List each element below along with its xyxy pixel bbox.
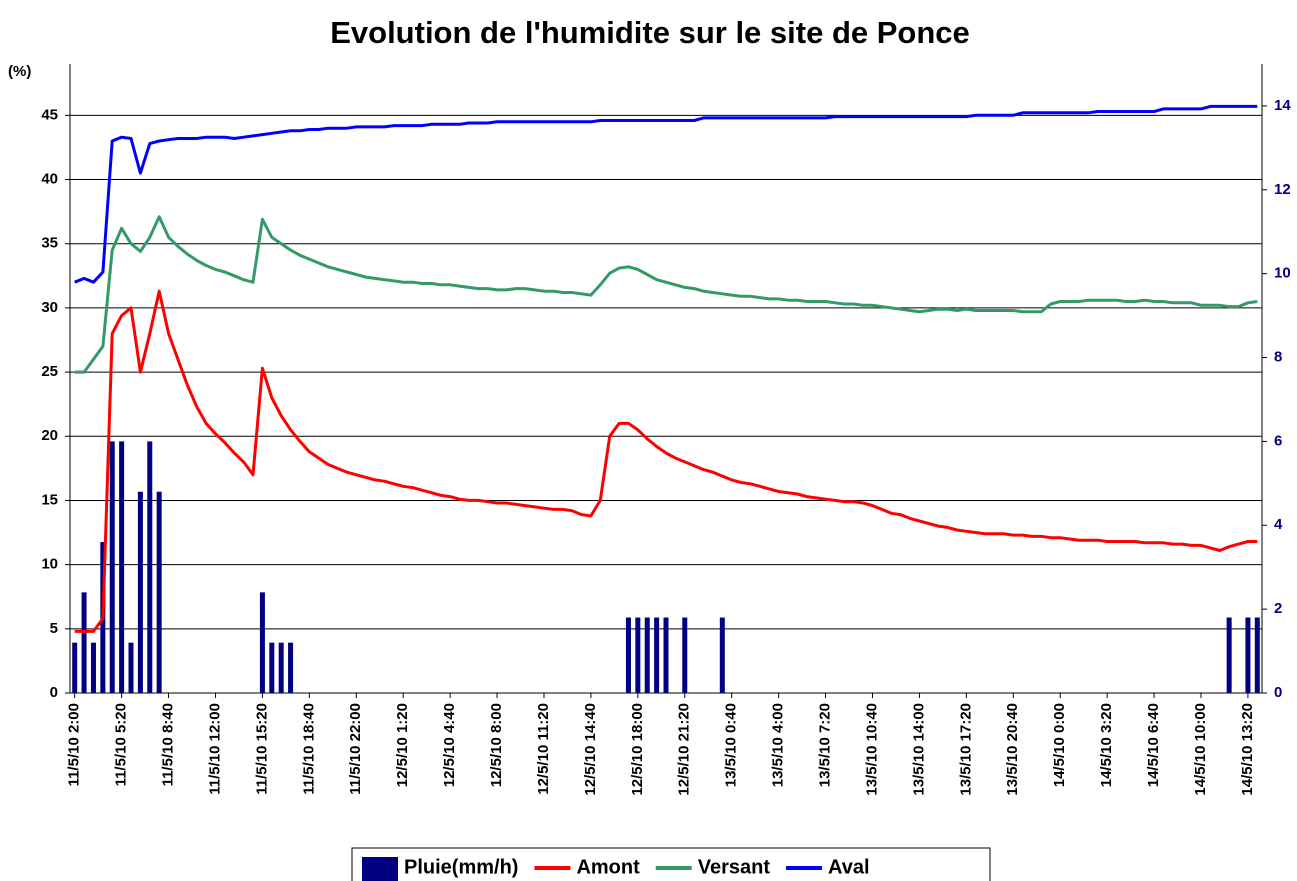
x-tick-label: 12/5/10 11:20 bbox=[535, 703, 552, 795]
x-tick-label: 14/5/10 10:00 bbox=[1192, 703, 1209, 796]
x-tick-label: 11/5/10 12:00 bbox=[206, 703, 223, 795]
y-axis-label: (%) bbox=[8, 63, 31, 80]
legend-label: Versant bbox=[698, 856, 771, 878]
bar bbox=[259, 592, 265, 693]
legend-swatch bbox=[362, 857, 398, 881]
y2-tick-label: 6 bbox=[1274, 432, 1282, 449]
y-tick-label: 45 bbox=[41, 106, 58, 123]
line-series bbox=[74, 104, 1258, 284]
y2-tick-label: 8 bbox=[1274, 349, 1282, 366]
bar bbox=[682, 617, 688, 693]
bar bbox=[663, 617, 669, 693]
y-tick-label: 40 bbox=[41, 170, 58, 187]
x-tick-label: 11/5/10 8:40 bbox=[160, 703, 177, 786]
y2-tick-label: 4 bbox=[1274, 516, 1283, 533]
y-tick-label: 30 bbox=[41, 299, 58, 316]
y-tick-label: 20 bbox=[41, 427, 58, 444]
y2-tick-label: 12 bbox=[1274, 181, 1291, 198]
legend-box bbox=[351, 847, 991, 881]
x-tick-label: 13/5/10 14:00 bbox=[910, 703, 927, 796]
y2-tick-label: 14 bbox=[1274, 97, 1291, 114]
bar bbox=[269, 642, 275, 693]
bar bbox=[625, 617, 631, 693]
bar bbox=[81, 592, 87, 693]
x-tick-label: 14/5/10 0:00 bbox=[1051, 703, 1068, 787]
x-tick-label: 13/5/10 7:20 bbox=[817, 703, 834, 787]
x-tick-label: 12/5/10 18:00 bbox=[629, 703, 646, 796]
bar bbox=[147, 441, 153, 693]
x-tick-label: 11/5/10 2:00 bbox=[66, 703, 83, 786]
bar bbox=[90, 642, 96, 693]
x-tick-label: 12/5/10 21:20 bbox=[676, 703, 693, 796]
bar bbox=[137, 491, 143, 693]
line-series bbox=[74, 215, 1258, 374]
line-series bbox=[74, 289, 1258, 633]
legend-label: Aval bbox=[828, 856, 870, 878]
x-tick-label: 14/5/10 13:20 bbox=[1239, 703, 1256, 796]
x-tick-label: 14/5/10 3:20 bbox=[1098, 703, 1115, 787]
bar bbox=[644, 617, 650, 693]
bar bbox=[288, 642, 294, 693]
y2-tick-label: 2 bbox=[1274, 600, 1282, 617]
y2-tick-label: 0 bbox=[1274, 684, 1282, 701]
x-tick-label: 13/5/10 20:40 bbox=[1004, 703, 1021, 796]
bar bbox=[278, 642, 284, 693]
x-tick-label: 11/5/10 15:20 bbox=[253, 703, 270, 795]
y-tick-label: 0 bbox=[50, 684, 58, 701]
chart-title: Evolution de l'humidite sur le site de P… bbox=[330, 15, 970, 50]
x-tick-label: 12/5/10 14:40 bbox=[582, 703, 599, 796]
bar bbox=[72, 642, 78, 693]
y-tick-label: 35 bbox=[41, 235, 58, 252]
y2-tick-label: 10 bbox=[1274, 265, 1291, 282]
bar bbox=[654, 617, 660, 693]
x-tick-label: 11/5/10 22:00 bbox=[347, 703, 364, 795]
x-tick-label: 12/5/10 4:40 bbox=[441, 703, 458, 787]
x-tick-label: 11/5/10 5:20 bbox=[113, 703, 130, 786]
bar bbox=[1245, 617, 1251, 693]
bar bbox=[156, 491, 162, 693]
legend-label: Amont bbox=[576, 856, 640, 878]
bar bbox=[719, 617, 725, 693]
legend-label: Pluie(mm/h) bbox=[404, 856, 518, 878]
x-tick-label: 11/5/10 18:40 bbox=[300, 703, 317, 795]
x-tick-label: 13/5/10 0:40 bbox=[723, 703, 740, 787]
bar bbox=[1254, 617, 1260, 693]
x-tick-label: 12/5/10 8:00 bbox=[488, 703, 505, 787]
bar bbox=[635, 617, 641, 693]
bar bbox=[109, 441, 115, 693]
y-tick-label: 25 bbox=[41, 363, 58, 380]
x-tick-label: 13/5/10 10:40 bbox=[863, 703, 880, 796]
x-tick-label: 14/5/10 6:40 bbox=[1145, 703, 1162, 787]
x-tick-label: 13/5/10 4:00 bbox=[770, 703, 787, 787]
y-tick-label: 15 bbox=[41, 491, 58, 508]
y-tick-label: 5 bbox=[50, 620, 58, 637]
bar bbox=[119, 441, 125, 693]
x-tick-label: 12/5/10 1:20 bbox=[394, 703, 411, 787]
bar bbox=[1226, 617, 1232, 693]
bar bbox=[128, 642, 134, 693]
x-tick-label: 13/5/10 17:20 bbox=[957, 703, 974, 796]
y-tick-label: 10 bbox=[41, 556, 58, 573]
